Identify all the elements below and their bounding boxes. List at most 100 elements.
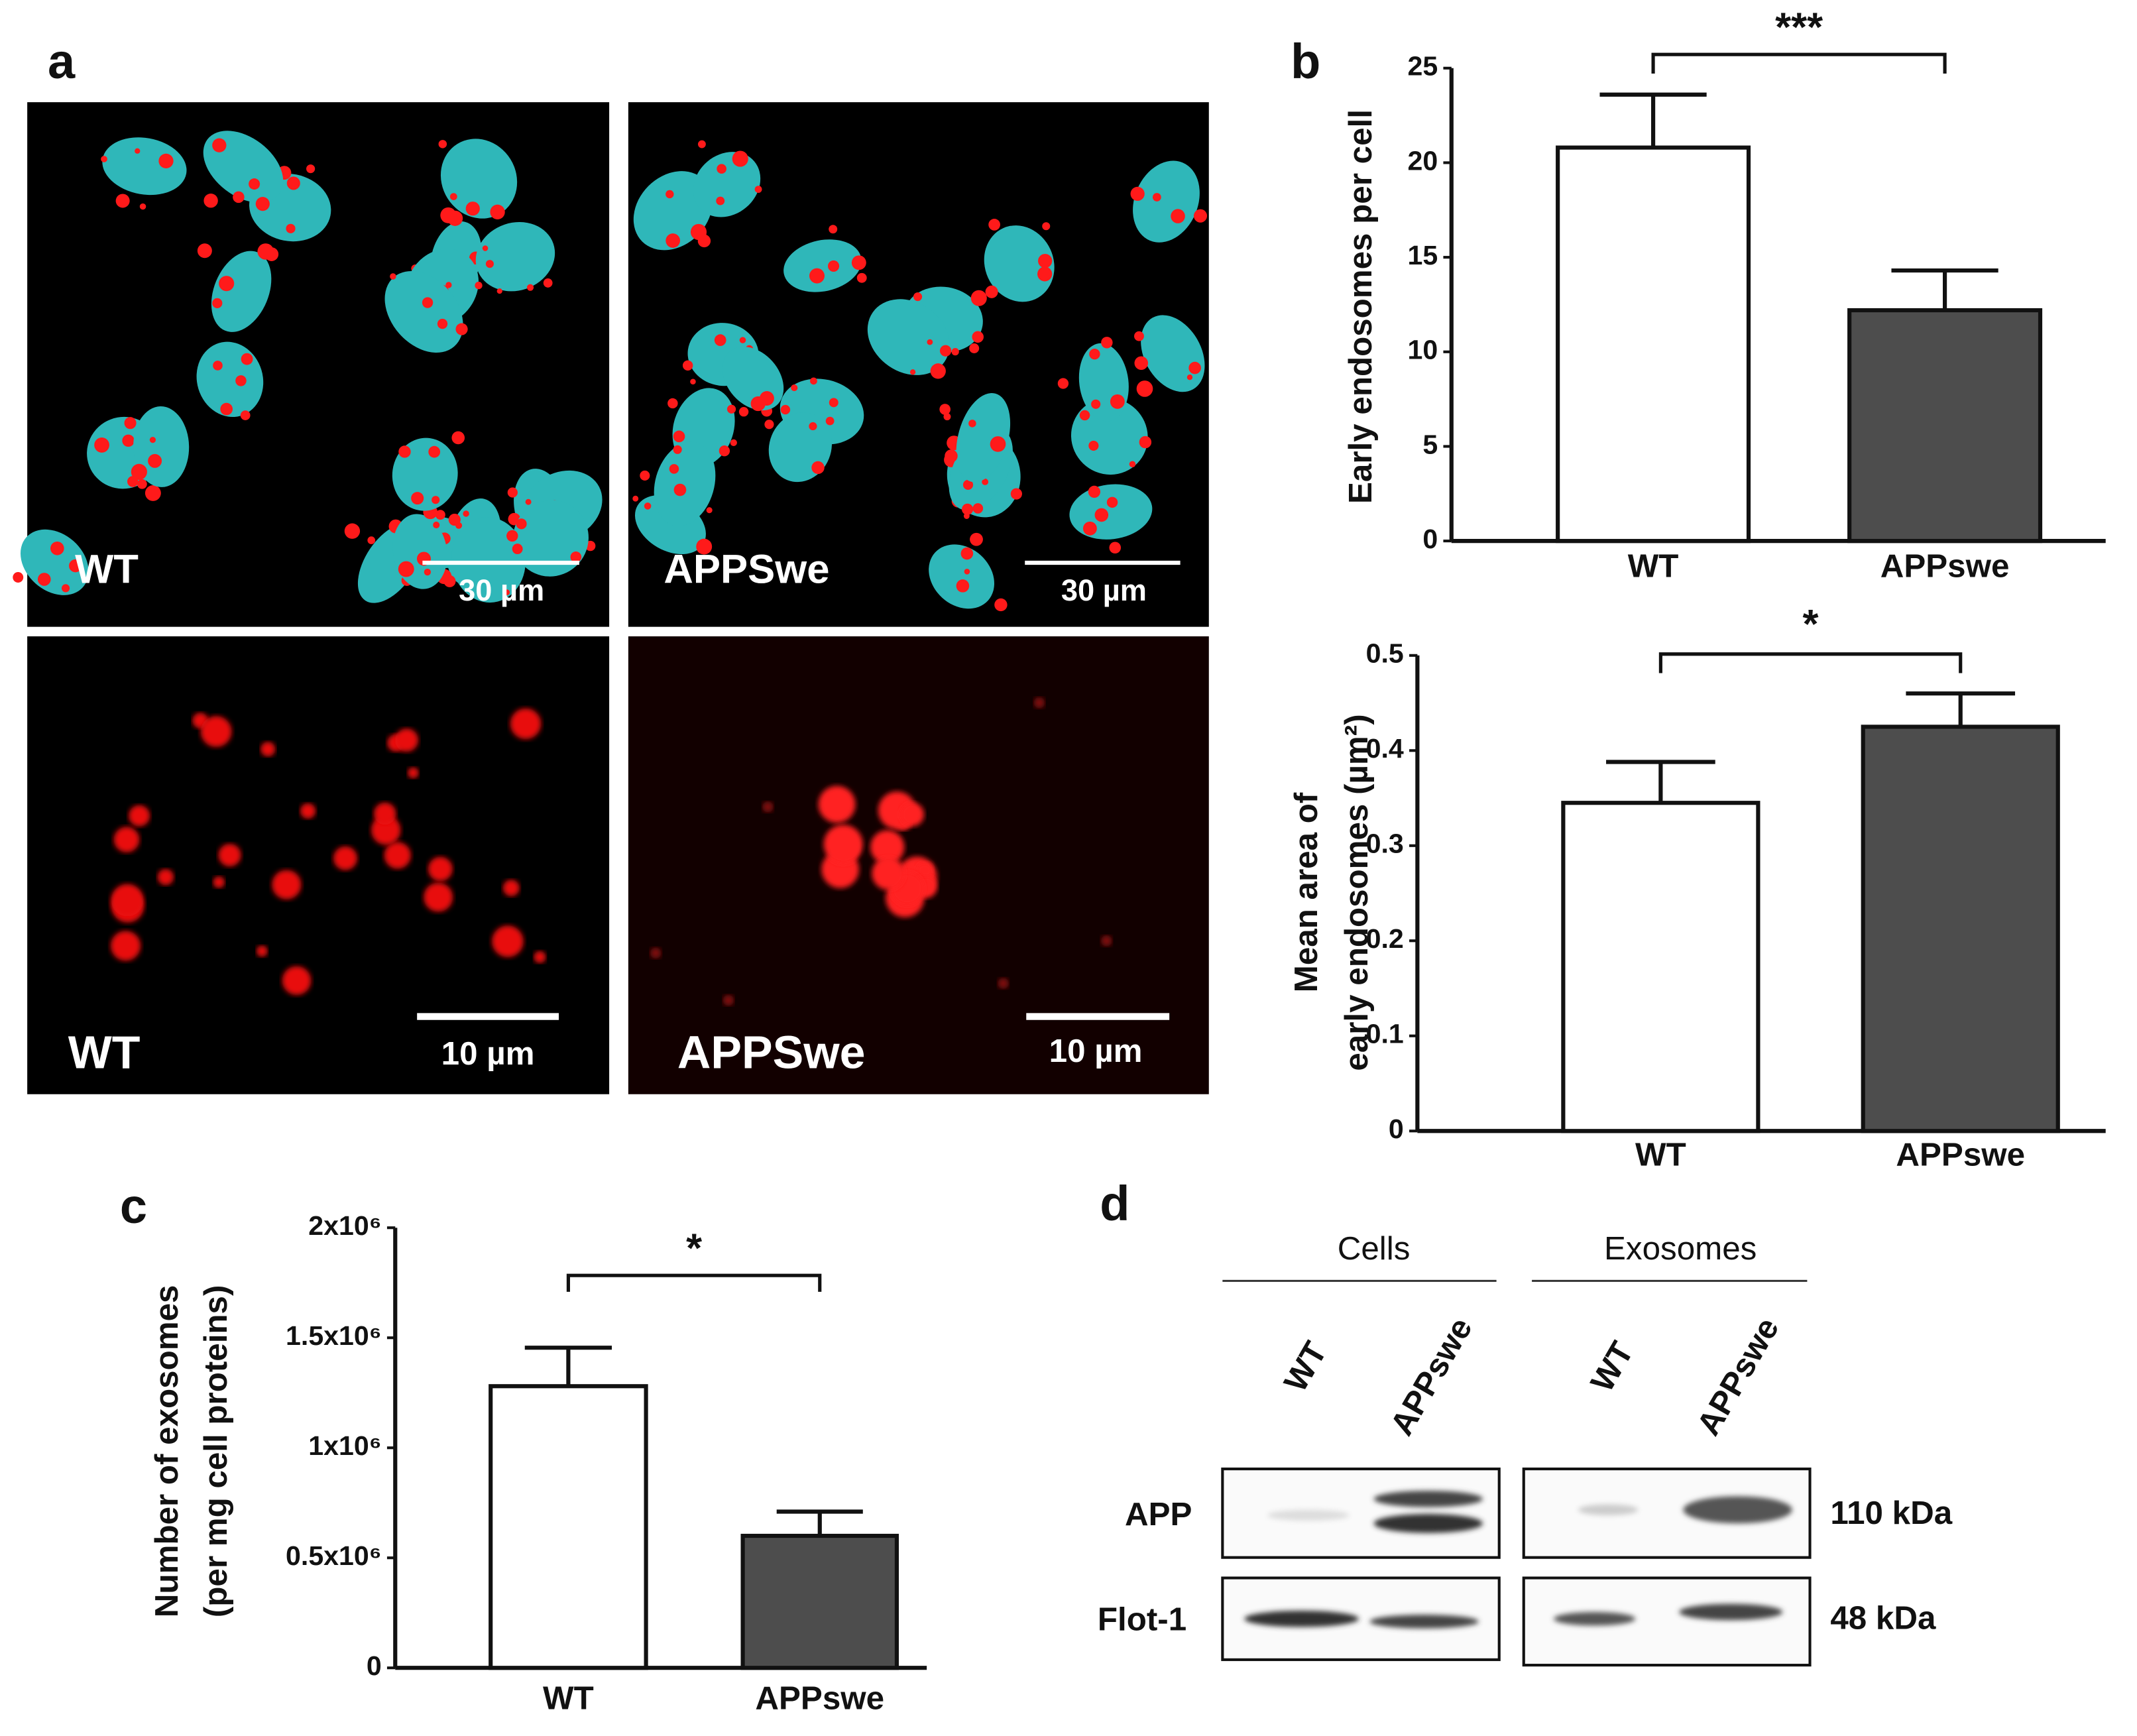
endosome — [665, 190, 674, 199]
micrograph-label: WT — [68, 1027, 141, 1078]
endosome — [1033, 697, 1045, 709]
nucleus — [211, 251, 272, 332]
endosome — [433, 521, 440, 529]
x-tick-label: WT — [543, 1680, 594, 1717]
endosome — [213, 876, 225, 888]
y-axis-label: Number of exosomes — [148, 1285, 185, 1618]
endosome — [972, 503, 984, 514]
endosome — [823, 825, 863, 864]
endosome — [968, 420, 976, 428]
endosome — [428, 856, 453, 882]
endosome — [825, 416, 835, 426]
endosome — [101, 156, 107, 162]
western-blot: Cells Exosomes WT APPswe WT APPswe APP F… — [1098, 1230, 1953, 1667]
y-tick-label: 0.1 — [1366, 1019, 1404, 1049]
endosome — [829, 398, 838, 408]
y-tick-label: 0 — [367, 1650, 382, 1681]
endosome — [1152, 193, 1161, 202]
endosome — [943, 413, 951, 421]
endosome — [827, 260, 840, 272]
endosome — [384, 842, 411, 869]
endosome — [424, 882, 453, 912]
endosome — [122, 434, 135, 447]
endosome — [135, 148, 141, 154]
endosome — [682, 360, 693, 371]
lane-label: WT — [1277, 1336, 1334, 1398]
band — [1369, 1615, 1479, 1629]
x-tick-label: APPswe — [755, 1680, 884, 1717]
endosome — [696, 538, 713, 555]
endosome — [669, 464, 679, 474]
endosome — [969, 343, 980, 353]
endosome — [829, 225, 838, 234]
blot-group: Cells — [1338, 1230, 1411, 1267]
texture — [632, 140, 1208, 612]
significance-bracket — [566, 1273, 822, 1292]
endosome — [706, 507, 713, 514]
endosome — [1057, 378, 1069, 389]
micrograph-labels: WT 30 µm APPSwe 30 µm WT 10 µm APPSwe 10… — [68, 547, 1181, 1078]
band — [1679, 1603, 1783, 1621]
endosome — [998, 978, 1009, 989]
endosome — [455, 323, 468, 335]
endosome — [129, 805, 150, 827]
y-tick-label: 5 — [1422, 429, 1438, 459]
endosome — [673, 483, 687, 496]
endosome — [111, 931, 141, 961]
endosome — [726, 404, 736, 414]
endosome — [673, 430, 685, 443]
significance-label: * — [686, 1225, 702, 1271]
endosome — [422, 297, 433, 308]
significance-bracket — [1651, 52, 1947, 74]
endosome — [411, 492, 424, 505]
y-tick-label: 25 — [1407, 51, 1438, 82]
endosome — [1089, 348, 1100, 360]
endosome — [732, 150, 748, 167]
endosome — [714, 334, 726, 347]
endosome — [1186, 375, 1193, 380]
endosome — [212, 298, 223, 308]
blot-size: 48 kDa — [1830, 1599, 1936, 1636]
endosome — [1094, 508, 1109, 522]
endosome — [139, 203, 146, 210]
endosome — [13, 572, 24, 583]
endosome — [690, 223, 707, 241]
bar — [489, 1384, 648, 1670]
endosome — [913, 292, 923, 302]
endosome — [534, 951, 546, 963]
texture — [111, 708, 546, 996]
endosome — [333, 846, 358, 870]
endosome — [256, 945, 268, 957]
endosome — [1037, 266, 1053, 282]
blot-row-label: Flot-1 — [1098, 1601, 1186, 1637]
band — [1267, 1509, 1350, 1521]
scale-label: 10 µm — [1049, 1033, 1143, 1069]
endosome — [127, 476, 139, 487]
nucleus — [512, 500, 589, 577]
endosome — [496, 288, 502, 294]
endosome — [1088, 485, 1101, 498]
y-tick-label: 15 — [1407, 240, 1438, 270]
endosome — [1188, 361, 1201, 375]
endosome — [690, 378, 696, 385]
endosome — [440, 207, 457, 223]
nucleus — [654, 441, 716, 526]
band — [1244, 1610, 1359, 1627]
nucleus — [693, 152, 761, 217]
endosome — [916, 862, 933, 880]
nucleus — [1141, 315, 1205, 392]
endosome — [956, 579, 970, 593]
endosome — [148, 453, 162, 468]
endosome — [1101, 337, 1113, 349]
endosome — [137, 479, 147, 489]
texture — [650, 697, 1112, 1006]
y-tick-label: 0.3 — [1366, 829, 1404, 859]
endosome — [37, 573, 51, 586]
endosome — [395, 728, 419, 752]
endosome — [451, 431, 465, 445]
endosome — [490, 204, 505, 219]
y-tick-label: 0 — [1422, 524, 1438, 554]
endosome — [507, 487, 518, 498]
nucleus — [440, 139, 518, 219]
bar — [740, 1533, 899, 1670]
